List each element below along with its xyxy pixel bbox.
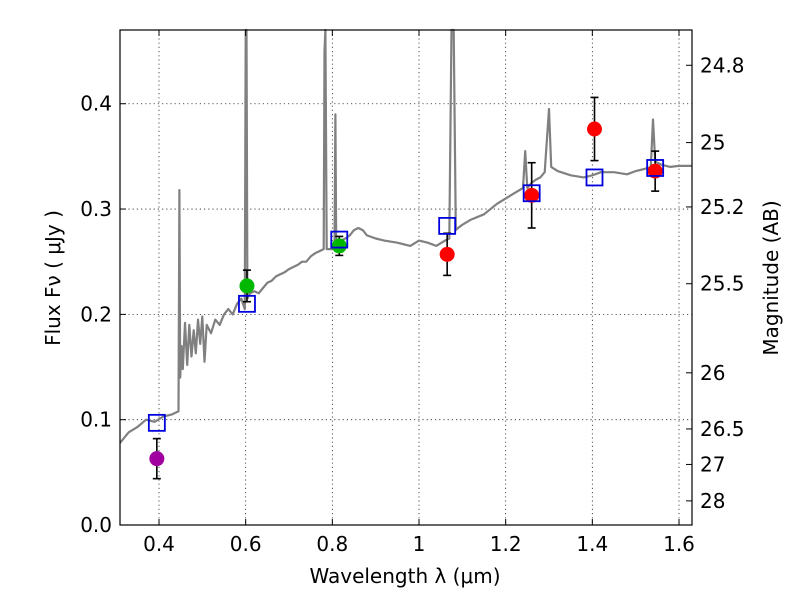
- spectrum-layer: [119, 28, 692, 444]
- y-tick-label: 0.0: [80, 513, 112, 537]
- x-axis-label: Wavelength λ (μm): [309, 564, 500, 588]
- model-bandpass-square: [330, 230, 349, 249]
- x-tick-label: 0.4: [143, 532, 175, 556]
- model-spectrum-line: [119, 28, 692, 444]
- right-tick-label: 28: [700, 489, 725, 513]
- right-tick-label: 25.2: [700, 195, 745, 219]
- y-axis-label-right: Magnitude (AB): [759, 200, 783, 355]
- x-tick-label: 1.6: [663, 532, 695, 556]
- model-bandpass-square: [147, 413, 166, 432]
- observed-uv-point: [149, 451, 165, 467]
- observed-ir-point: [524, 187, 540, 203]
- right-tick-label: 27: [700, 452, 725, 476]
- right-tick-label: 26.5: [700, 417, 745, 441]
- y-axis-label: Flux Fν ( μJy ): [41, 210, 65, 346]
- observed-optical-point: [239, 278, 255, 294]
- grid-layer: [120, 30, 692, 526]
- y-tick-label: 0.2: [80, 302, 112, 326]
- observed-ir-point: [647, 163, 663, 179]
- model-bandpass-square: [238, 294, 256, 313]
- right-tick-label: 25: [700, 131, 725, 155]
- observed-ir-point: [587, 121, 602, 137]
- y-tick-label: 0.4: [80, 92, 112, 116]
- model-bandpass-square: [438, 216, 457, 235]
- model-bandpass-square: [585, 168, 604, 187]
- right-tick-label: 26: [700, 361, 725, 385]
- tick-layer: 0.4 0.6 0.8 1 1.2 1.4 1.6 0.0 0.1 0.2 0.3 0.4 24.8 25…: [80, 30, 745, 556]
- right-tick-label: 25.5: [700, 272, 745, 296]
- errorbar-layer: [152, 96, 660, 480]
- x-tick-label: 1.2: [490, 532, 522, 556]
- plot-frame: [119, 29, 693, 526]
- x-tick-label: 1.4: [576, 532, 608, 556]
- observed-ir-point: [439, 246, 455, 262]
- model-bandpass-square: [646, 159, 665, 177]
- x-tick-label: 0.8: [316, 532, 348, 556]
- observed-optical-point: [331, 238, 347, 254]
- y-tick-label: 0.1: [80, 408, 112, 432]
- x-tick-label: 0.6: [230, 532, 262, 556]
- model-bandpass-square: [522, 184, 541, 203]
- right-tick-label: 24.8: [700, 53, 745, 77]
- y-tick-label: 0.3: [80, 197, 112, 221]
- marker-layer: [147, 121, 665, 467]
- x-tick-label: 1: [413, 532, 426, 556]
